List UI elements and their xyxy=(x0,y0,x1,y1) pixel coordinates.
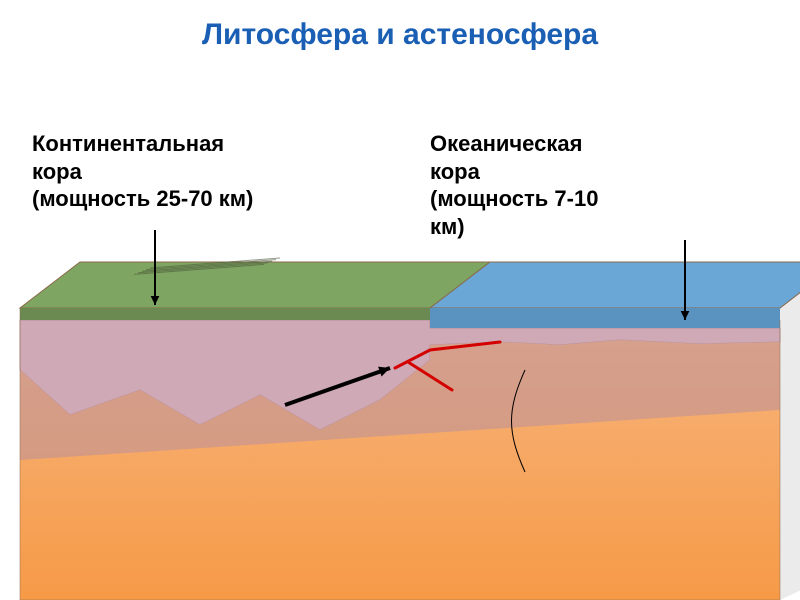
diagram-svg xyxy=(0,250,800,600)
label-oceanic-crust: Океаническая кора (мощность 7-10 км) xyxy=(430,130,598,240)
label-line: кора xyxy=(430,158,598,186)
label-continental-crust: Континентальная кора (мощность 25-70 км) xyxy=(32,130,253,213)
page-title: Литосфера и астеносфера xyxy=(202,18,598,52)
cross-section-diagram xyxy=(0,250,800,600)
label-line: (мощность 7-10 xyxy=(430,185,598,213)
label-line: (мощность 25-70 км) xyxy=(32,185,253,213)
label-line: км) xyxy=(430,213,598,241)
label-line: кора xyxy=(32,158,253,186)
label-line: Океаническая xyxy=(430,130,598,158)
label-line: Континентальная xyxy=(32,130,253,158)
